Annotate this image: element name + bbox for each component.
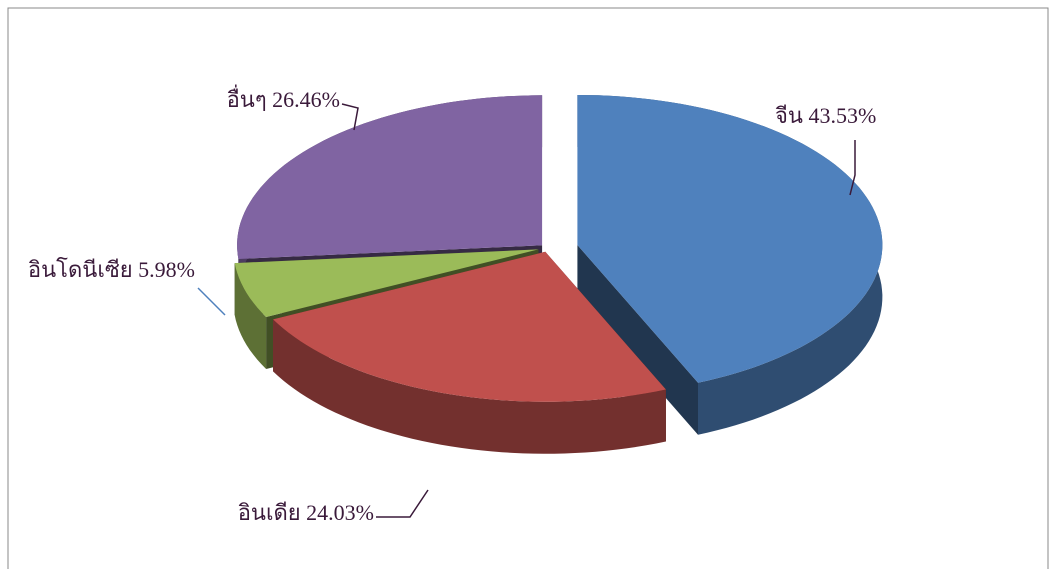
value-label: 5.98%	[138, 257, 195, 282]
data-label: จีน 43.53%	[775, 103, 876, 128]
category-label: อินโดนีเซีย	[28, 257, 133, 282]
data-label: อินเดีย 24.03%	[238, 500, 374, 525]
value-label: 24.03%	[306, 500, 374, 525]
data-label: อื่นๆ 26.46%	[227, 84, 340, 112]
value-label: 43.53%	[808, 103, 876, 128]
category-label: อินเดีย	[238, 500, 301, 525]
pie-tops	[234, 95, 883, 402]
slice-rim	[273, 319, 666, 454]
slice-wall	[577, 245, 698, 435]
leader-line	[376, 489, 429, 518]
data-labels: จีน 43.53% อินเดีย 24.03% อินโดนีเซีย 5.98…	[28, 84, 876, 525]
pie-slice	[273, 251, 666, 402]
data-label: อินโดนีเซีย 5.98%	[28, 257, 195, 282]
leader-line	[197, 287, 226, 316]
pie-slice	[577, 95, 883, 383]
leader-line	[341, 103, 359, 131]
leader-line	[849, 140, 856, 196]
category-label: จีน	[775, 103, 803, 128]
value-label: 26.46%	[272, 87, 340, 112]
category-label: อื่นๆ	[227, 84, 267, 112]
pie-slice	[234, 249, 539, 317]
slice-rim	[234, 263, 267, 369]
pie-slice	[237, 95, 543, 259]
